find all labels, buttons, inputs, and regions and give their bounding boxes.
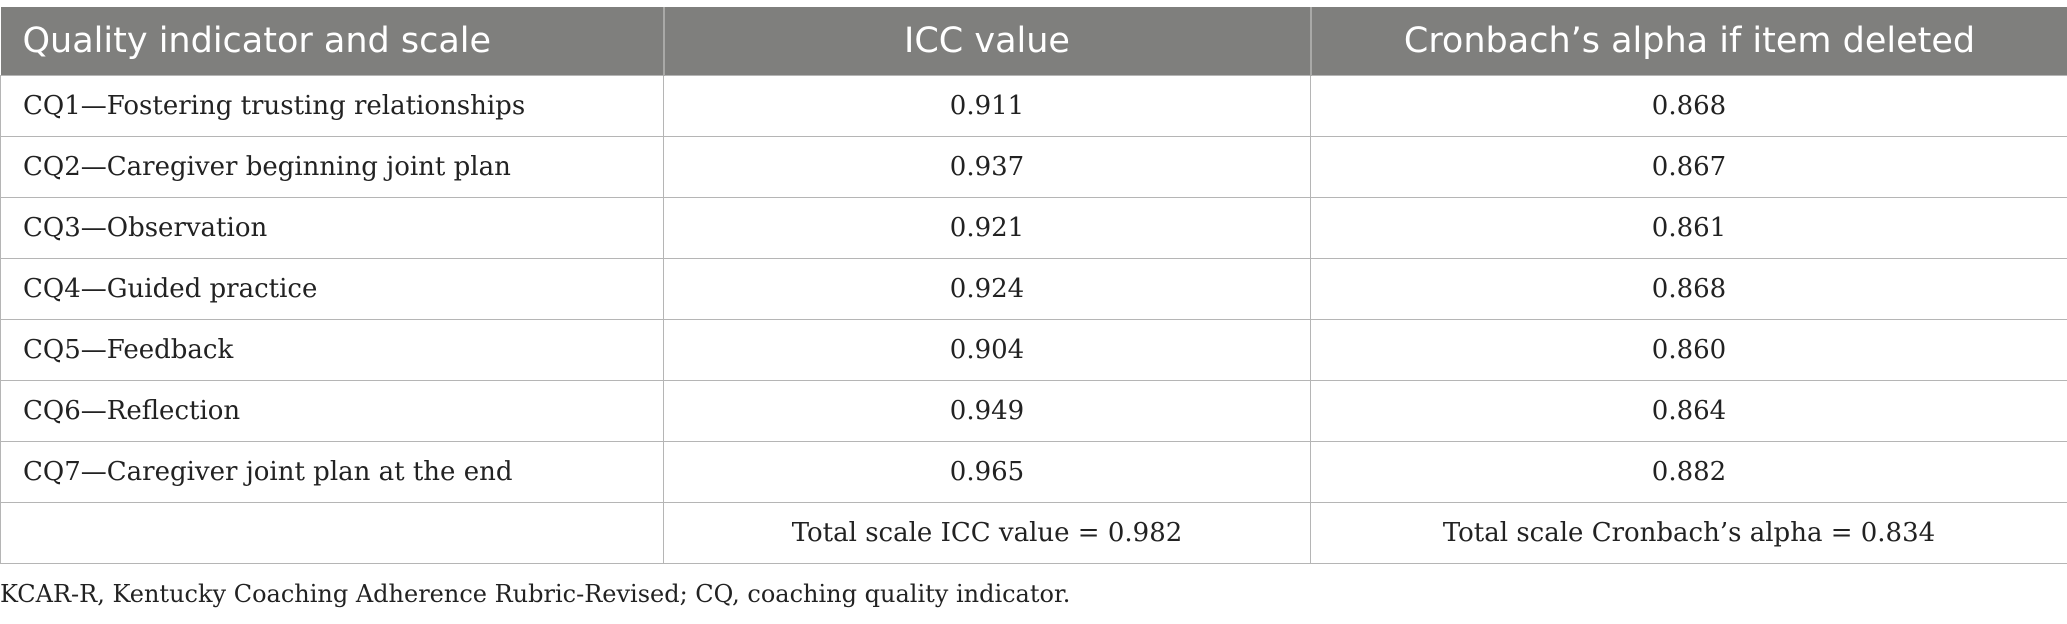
indicator-cell: CQ5—Feedback — [0, 319, 664, 381]
table-row: CQ6—Reflection 0.949 0.864 — [0, 380, 2067, 442]
alpha-cell: 0.867 — [1310, 136, 2067, 198]
icc-cell: 0.937 — [663, 136, 1311, 198]
total-icc-cell: Total scale ICC value = 0.982 — [663, 502, 1311, 564]
alpha-cell: 0.868 — [1310, 258, 2067, 320]
alpha-cell: 0.864 — [1310, 380, 2067, 442]
icc-cell: 0.921 — [663, 197, 1311, 259]
table-header: Quality indicator and scale ICC value Cr… — [0, 7, 2067, 76]
indicator-cell: CQ6—Reflection — [0, 380, 664, 442]
header-cronbach-alpha: Cronbach’s alpha if item deleted — [1310, 7, 2067, 76]
total-row: Total scale ICC value = 0.982 Total scal… — [0, 502, 2067, 564]
alpha-cell: 0.868 — [1310, 75, 2067, 137]
table-body: CQ1—Fostering trusting relationships 0.9… — [0, 75, 2067, 564]
indicator-cell: CQ3—Observation — [0, 197, 664, 259]
indicator-cell: CQ1—Fostering trusting relationships — [0, 75, 664, 137]
alpha-cell: 0.860 — [1310, 319, 2067, 381]
reliability-table: Quality indicator and scale ICC value Cr… — [0, 7, 2067, 564]
data-table-container: Quality indicator and scale ICC value Cr… — [0, 7, 2067, 564]
table-row: CQ2—Caregiver beginning joint plan 0.937… — [0, 136, 2067, 198]
icc-cell: 0.924 — [663, 258, 1311, 320]
table-row: CQ4—Guided practice 0.924 0.868 — [0, 258, 2067, 320]
header-quality-indicator: Quality indicator and scale — [0, 7, 665, 76]
table-footnote: KCAR-R, Kentucky Coaching Adherence Rubr… — [0, 580, 1071, 608]
total-indicator-cell — [0, 502, 664, 564]
indicator-cell: CQ7—Caregiver joint plan at the end — [0, 441, 664, 503]
total-alpha-cell: Total scale Cronbach’s alpha = 0.834 — [1310, 502, 2067, 564]
icc-cell: 0.949 — [663, 380, 1311, 442]
icc-cell: 0.911 — [663, 75, 1311, 137]
icc-cell: 0.904 — [663, 319, 1311, 381]
header-row: Quality indicator and scale ICC value Cr… — [0, 7, 2067, 76]
table-row: CQ1—Fostering trusting relationships 0.9… — [0, 75, 2067, 137]
indicator-cell: CQ4—Guided practice — [0, 258, 664, 320]
table-row: CQ3—Observation 0.921 0.861 — [0, 197, 2067, 259]
alpha-cell: 0.861 — [1310, 197, 2067, 259]
icc-cell: 0.965 — [663, 441, 1311, 503]
header-icc-value: ICC value — [663, 7, 1312, 76]
table-row: CQ5—Feedback 0.904 0.860 — [0, 319, 2067, 381]
alpha-cell: 0.882 — [1310, 441, 2067, 503]
indicator-cell: CQ2—Caregiver beginning joint plan — [0, 136, 664, 198]
table-row: CQ7—Caregiver joint plan at the end 0.96… — [0, 441, 2067, 503]
